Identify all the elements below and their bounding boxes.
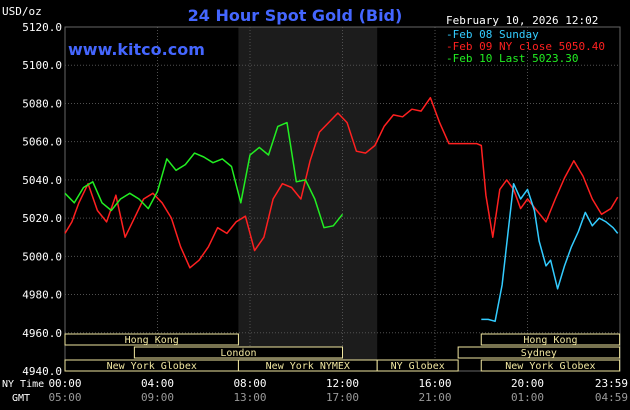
session-bars: Hong Kong Hong Kong London Sydney New York G… — [64, 333, 621, 372]
x-tick-label: 08:00 — [233, 377, 266, 390]
y-axis: 4940.0 4960.0 4980.0 5000.0 5020.0 5040.0 5060… — [22, 21, 62, 378]
y-tick-label: 5000.0 — [22, 250, 62, 263]
date-stamp: February 10, 2026 12:02 — [446, 14, 598, 27]
y-tick-label: 5120.0 — [22, 21, 62, 34]
y-tick-label: 5080.0 — [22, 97, 62, 110]
x-tick-label: 04:00 — [141, 377, 174, 390]
y-tick-label: 4980.0 — [22, 289, 62, 302]
session-box — [64, 333, 239, 346]
legend-item-ny-close: -Feb 09 NY close 5050.40 — [446, 40, 605, 53]
session-label: Sydney — [521, 348, 557, 359]
y-tick-label: 5060.0 — [22, 136, 62, 149]
chart-title: 24 Hour Spot Gold (Bid) — [188, 6, 403, 25]
nymex-session-band — [238, 27, 378, 371]
session-bar-ny-globex: NY Globex — [376, 359, 459, 372]
session-bar-new-york-globex: New York Globex — [480, 359, 621, 372]
x-tick-label-gmt: 01:00 — [511, 391, 544, 404]
session-label: Hong Kong — [125, 335, 179, 346]
x-tick-label: 16:00 — [418, 377, 451, 390]
session-box — [480, 359, 621, 372]
series-line-feb-08-sunday — [481, 182, 619, 323]
y-tick-label: 4960.0 — [22, 327, 62, 340]
legend-item-sunday: -Feb 08 Sunday — [446, 28, 539, 41]
y-tick-label: 5040.0 — [22, 174, 62, 187]
session-label: New York Globex — [505, 361, 595, 372]
series-layer — [64, 96, 619, 323]
x-tick-label: 23:59 — [595, 377, 628, 390]
session-label: NY Globex — [391, 361, 445, 372]
session-box — [376, 359, 459, 372]
gmt-row-label: GMT — [12, 393, 30, 404]
session-bar-hong-kong: Hong Kong — [64, 333, 239, 346]
session-box — [457, 346, 621, 359]
x-tick-label-gmt: 17:00 — [326, 391, 359, 404]
x-tick-label-gmt: 05:00 — [48, 391, 81, 404]
series-line-feb-09-ny-close-5050-40 — [64, 96, 619, 269]
x-tick-label-gmt: 09:00 — [141, 391, 174, 404]
legend-item-last: -Feb 10 Last 5023.30 — [446, 52, 578, 65]
x-tick-label-gmt: 04:59 — [595, 391, 628, 404]
legend: -Feb 08 Sunday -Feb 09 NY close 5050.40 … — [446, 28, 605, 65]
session-label: New York Globex — [107, 361, 197, 372]
session-bar-london: London — [133, 346, 343, 359]
y-tick-label: 4940.0 — [22, 365, 62, 378]
session-bar-sydney: Sydney — [457, 346, 621, 359]
session-box — [133, 346, 343, 359]
series-line-feb-10-last-5023-30 — [64, 121, 344, 229]
unit-label: USD/oz — [2, 5, 42, 18]
x-tick-label: 20:00 — [511, 377, 544, 390]
y-tick-label: 5100.0 — [22, 59, 62, 72]
y-tick-label: 5020.0 — [22, 212, 62, 225]
session-bar-hong-kong: Hong Kong — [480, 333, 621, 346]
session-label: New York NYMEX — [266, 361, 350, 372]
source-label: www.kitco.com — [68, 40, 205, 59]
session-label: Hong Kong — [523, 335, 577, 346]
session-bar-new-york-globex: New York Globex — [64, 359, 239, 372]
session-box — [480, 333, 621, 346]
x-tick-label-gmt: 13:00 — [233, 391, 266, 404]
x-tick-label: 00:00 — [48, 377, 81, 390]
session-bar-new-york-nymex: New York NYMEX — [237, 359, 378, 372]
ny-time-row-label: NY Time — [2, 379, 44, 390]
x-tick-label: 12:00 — [326, 377, 359, 390]
x-tick-label-gmt: 21:00 — [418, 391, 451, 404]
session-label: London — [220, 348, 256, 359]
